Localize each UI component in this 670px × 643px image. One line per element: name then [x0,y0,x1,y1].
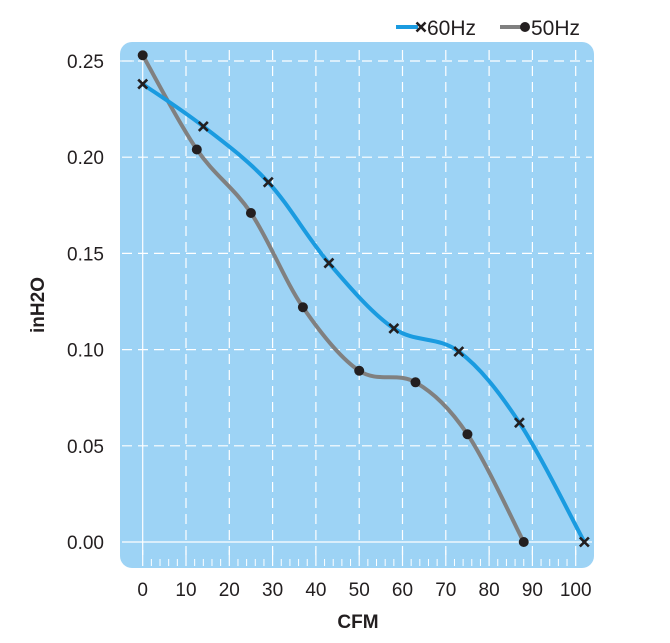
x-marker [578,536,590,548]
x-tick-label: 90 [522,580,543,601]
x-marker-stroke [415,21,427,33]
legend-label-50hz: 50Hz [531,17,580,40]
dot-marker [191,144,202,155]
x-tick-label: 70 [435,580,456,601]
dot-marker [410,377,421,388]
x-marker-stroke [197,120,209,132]
x-tick-label: 60 [392,580,413,601]
y-tick-label: 0.05 [67,437,104,458]
y-tick-label: 0.00 [67,533,104,554]
plot-background [120,42,594,568]
y-axis-label: inH2O [28,277,49,333]
x-marker [137,78,149,90]
x-tick-label: 20 [219,580,240,601]
x-tick-label: 0 [137,580,148,601]
x-axis-label: CFM [337,612,378,633]
legend-label-60hz: 60Hz [427,17,476,40]
x-marker-stroke [388,323,400,334]
x-tick-label: 40 [305,580,326,601]
dot-marker [245,207,256,218]
x-marker [388,323,400,334]
x-marker [453,346,465,357]
x-marker-stroke [578,536,590,548]
x-tick-label: 50 [349,580,370,601]
y-tick-label: 0.10 [67,341,104,362]
x-tick-label: 10 [175,580,196,601]
x-marker-stroke [513,417,525,429]
x-tick-label: 30 [262,580,283,601]
x-marker-stroke [262,176,274,188]
x-tick-label: 100 [560,580,592,601]
dot-marker [520,22,530,32]
x-marker-stroke [323,257,335,269]
y-tick-label: 0.25 [67,52,104,73]
y-tick-label: 0.15 [67,244,104,265]
x-marker [513,417,525,429]
dot-marker [297,302,308,313]
dot-marker [462,429,473,440]
dot-marker [518,537,529,547]
y-tick-label: 0.20 [67,148,104,169]
x-marker [197,120,209,132]
dot-marker [137,50,148,61]
x-tick-label: 80 [479,580,500,601]
x-marker [415,21,427,33]
x-marker [323,257,335,269]
x-marker [262,176,274,188]
dot-marker [354,365,365,376]
x-marker-stroke [137,78,149,90]
x-marker-stroke [453,346,465,357]
